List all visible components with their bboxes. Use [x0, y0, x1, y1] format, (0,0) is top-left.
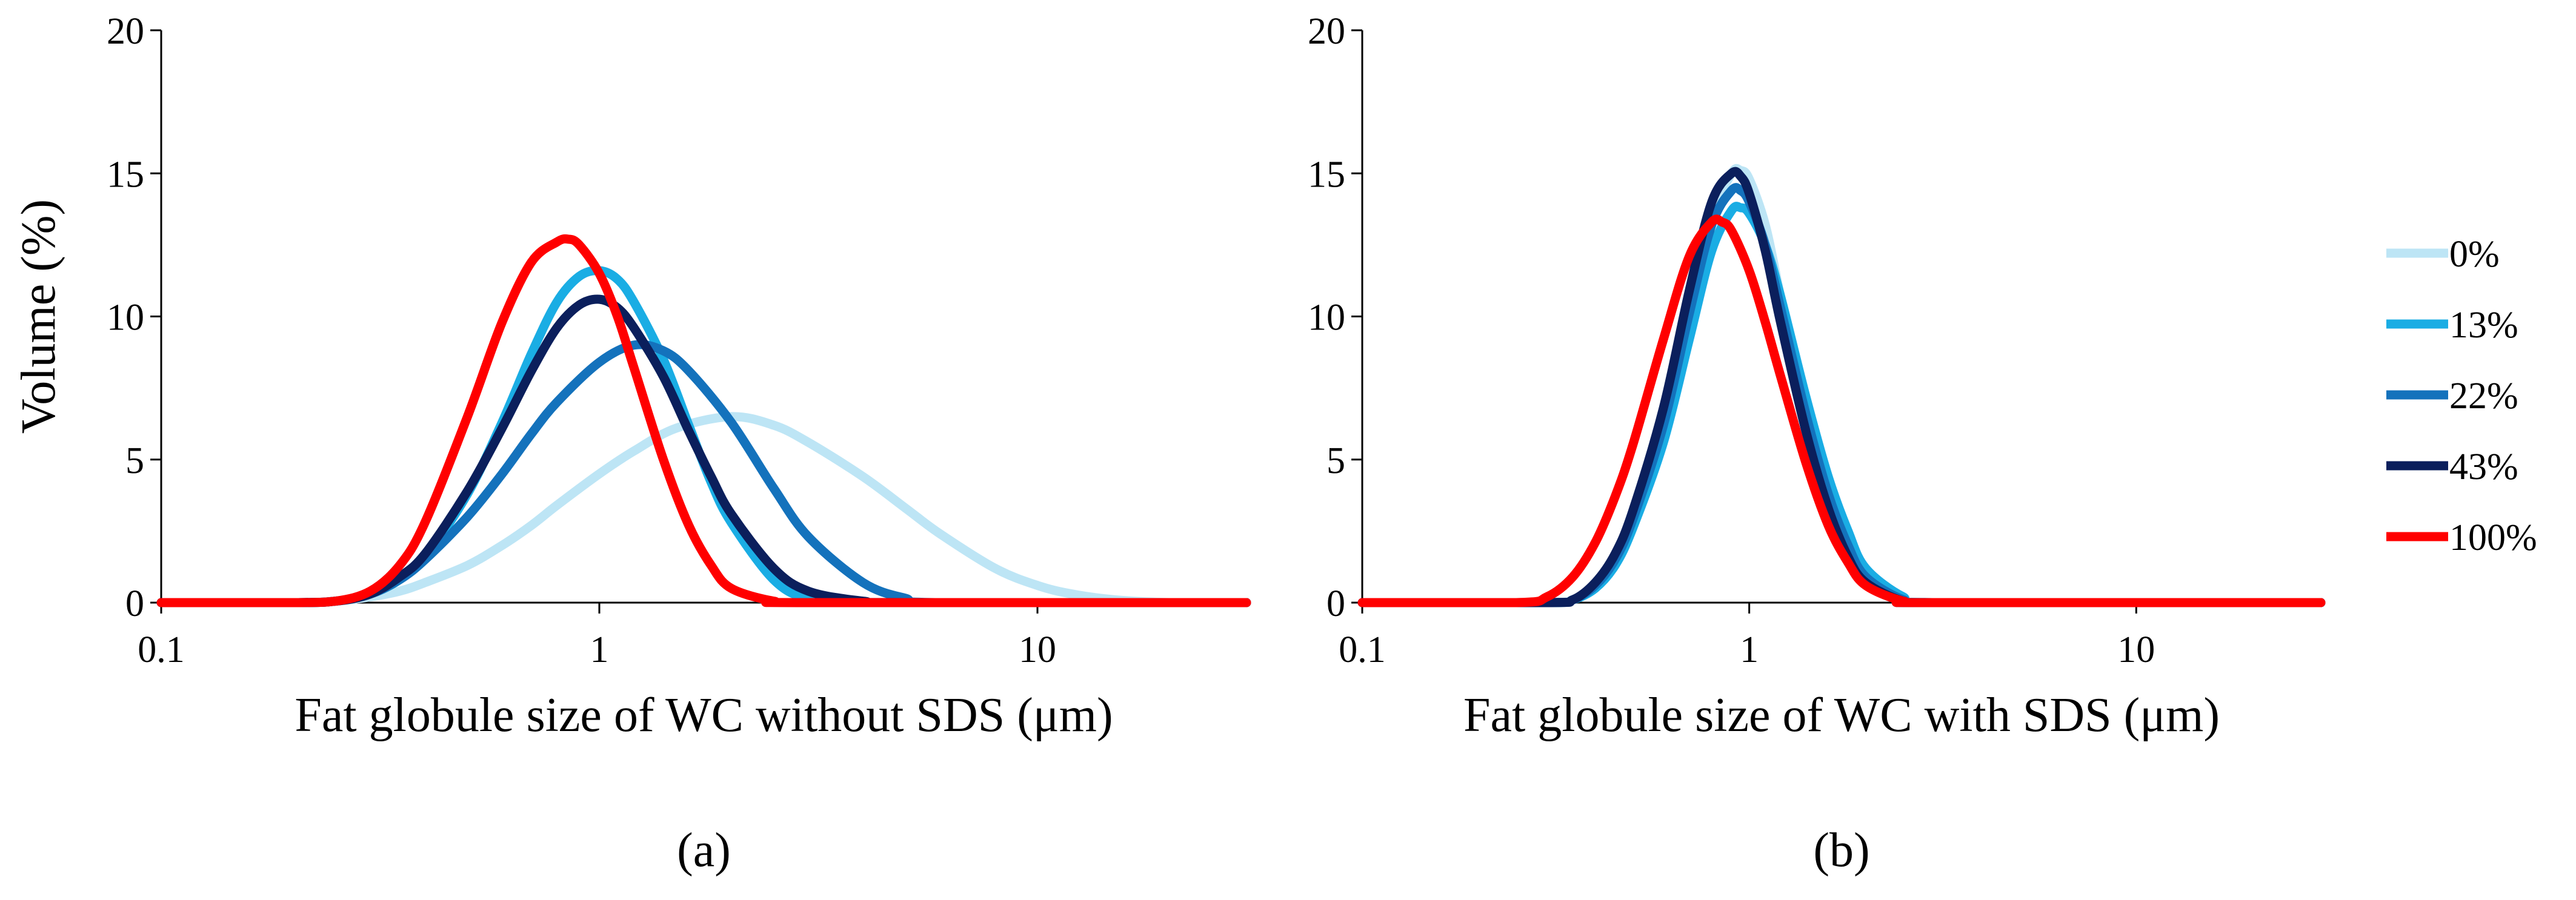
legend-label-43pct: 43%	[2449, 446, 2518, 488]
y-tick-label: 20	[107, 11, 144, 52]
y-tick-label: 15	[107, 154, 144, 195]
series-line-43pct	[1357, 167, 2326, 607]
panel-label: (a)	[677, 824, 731, 877]
x-tick-label: 1	[1740, 629, 1759, 670]
x-tick-label: 0.1	[138, 629, 185, 670]
legend-label-22pct: 22%	[2449, 376, 2518, 417]
panel-label: (b)	[1813, 824, 1869, 877]
legend-label-100pct: 100%	[2449, 517, 2537, 558]
x-tick-label: 1	[590, 629, 609, 670]
x-axis-title: Fat globule size of WC without SDS (μm)	[295, 689, 1113, 742]
chart-panel-b: 0 5 10 15 20 0.1 1 10 Fat globule size of WC wit…	[1308, 11, 2326, 877]
x-tick-label: 10	[1019, 629, 1056, 670]
y-tick-label: 20	[1308, 11, 1345, 52]
y-tick-label: 10	[107, 297, 144, 339]
series-line-100pct	[156, 234, 1251, 607]
x-tick-label: 10	[2117, 629, 2155, 670]
chart-panel-a: 0 5 10 15 20 0.1 1 10 Fat globule size of WC wit…	[12, 11, 1251, 877]
legend-label-13pct: 13%	[2449, 305, 2518, 346]
y-tick-label: 5	[125, 440, 144, 481]
y-tick-label: 5	[1326, 440, 1345, 481]
x-tick-label: 0.1	[1339, 629, 1386, 670]
series-line-0pct	[156, 412, 1251, 607]
y-tick-label: 15	[1308, 154, 1345, 195]
y-tick-label: 0	[1326, 583, 1345, 624]
legend: 0% 13% 22% 43% 100%	[2386, 234, 2537, 558]
x-axis-title: Fat globule size of WC with SDS (μm)	[1463, 689, 2220, 742]
y-axis-title: Volume (%)	[12, 199, 65, 434]
y-tick-label: 0	[125, 583, 144, 624]
legend-label-0pct: 0%	[2449, 234, 2500, 275]
y-tick-label: 10	[1308, 297, 1345, 339]
series-line-100pct	[1357, 214, 2326, 607]
